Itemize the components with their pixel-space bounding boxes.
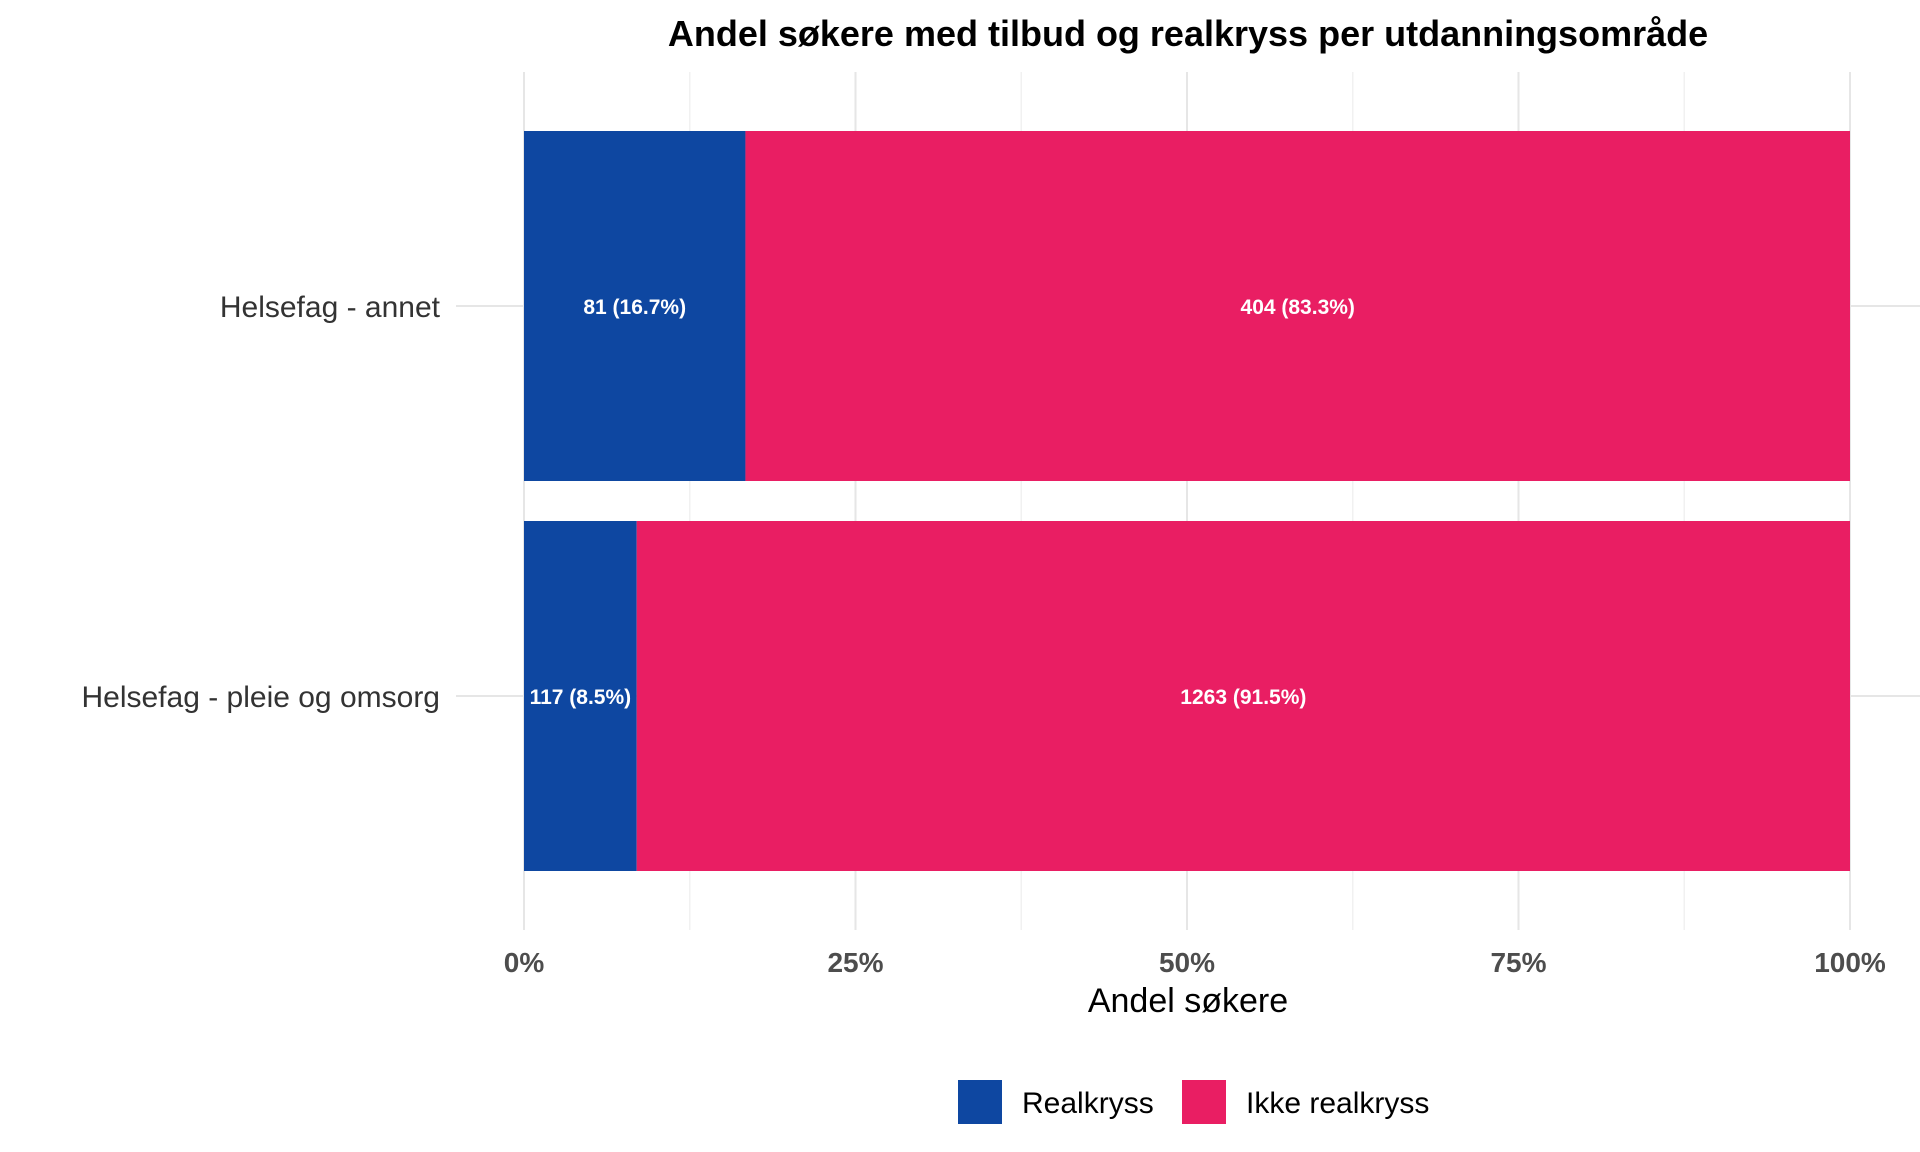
x-tick-labels: 0% 25% 50% 75% 100%: [504, 947, 1886, 978]
x-tick-label: 50%: [1159, 947, 1215, 978]
legend-label: Realkryss: [1022, 1087, 1154, 1120]
legend-label: Ikke realkryss: [1246, 1087, 1429, 1120]
legend-swatch: [1182, 1080, 1226, 1124]
bar-segment-realkryss: [524, 521, 637, 871]
category-label: Helsefag - annet: [220, 291, 441, 324]
category-label: Helsefag - pleie og omsorg: [81, 681, 440, 714]
data-label: 404 (83.3%): [1241, 296, 1355, 319]
data-label: 117 (8.5%): [530, 686, 632, 709]
x-tick-label: 25%: [827, 947, 883, 978]
legend: Realkryss Ikke realkryss: [958, 1080, 1429, 1124]
bars: 81 (16.7%) 404 (83.3%) 117 (8.5%) 1263 (91.…: [524, 131, 1851, 871]
data-label: 81 (16.7%): [583, 296, 686, 319]
x-tick-label: 0%: [504, 947, 545, 978]
bar-segment-realkryss: [524, 131, 746, 481]
data-label: 1263 (91.5%): [1180, 686, 1306, 709]
x-tick-label: 100%: [1814, 947, 1886, 978]
legend-swatch: [958, 1080, 1002, 1124]
category-labels: Helsefag - annet Helsefag - pleie og omso…: [81, 291, 440, 714]
chart-title: Andel søkere med tilbud og realkryss per…: [668, 13, 1708, 54]
x-axis-title: Andel søkere: [1088, 982, 1288, 1020]
x-tick-label: 75%: [1490, 947, 1546, 978]
bar-segment-ikke-realkryss: [636, 521, 1851, 871]
bar-segment-ikke-realkryss: [745, 131, 1850, 481]
